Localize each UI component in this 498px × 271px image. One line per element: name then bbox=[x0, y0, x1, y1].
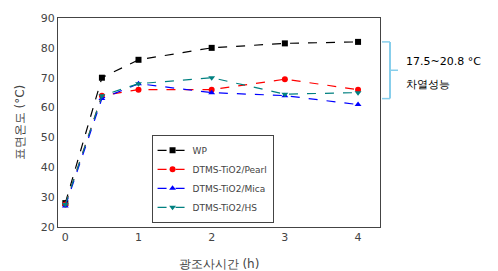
svg-text:40: 40 bbox=[41, 161, 55, 174]
svg-text:WP: WP bbox=[193, 146, 208, 156]
svg-text:표면온도 (°C): 표면온도 (°C) bbox=[13, 85, 27, 161]
svg-text:0: 0 bbox=[62, 231, 69, 244]
svg-text:17.5~20.8 °C: 17.5~20.8 °C bbox=[406, 55, 481, 68]
svg-text:DTMS-TiO2/Pearl: DTMS-TiO2/Pearl bbox=[193, 165, 267, 175]
svg-text:20: 20 bbox=[41, 221, 55, 234]
svg-text:70: 70 bbox=[41, 72, 55, 85]
svg-text:50: 50 bbox=[41, 131, 55, 144]
svg-text:3: 3 bbox=[281, 231, 288, 244]
svg-text:1: 1 bbox=[135, 231, 142, 244]
svg-text:DTMS-TiO2/HS: DTMS-TiO2/HS bbox=[193, 203, 258, 213]
svg-text:DTMS-TiO2/Mica: DTMS-TiO2/Mica bbox=[193, 184, 266, 194]
svg-text:광조사시간 (h): 광조사시간 (h) bbox=[179, 257, 260, 271]
svg-text:2: 2 bbox=[208, 231, 215, 244]
svg-text:30: 30 bbox=[41, 191, 55, 204]
svg-text:60: 60 bbox=[41, 101, 55, 114]
svg-text:4: 4 bbox=[355, 231, 362, 244]
svg-text:80: 80 bbox=[41, 42, 55, 55]
svg-text:차열성능: 차열성능 bbox=[406, 78, 450, 91]
svg-text:90: 90 bbox=[41, 12, 55, 25]
